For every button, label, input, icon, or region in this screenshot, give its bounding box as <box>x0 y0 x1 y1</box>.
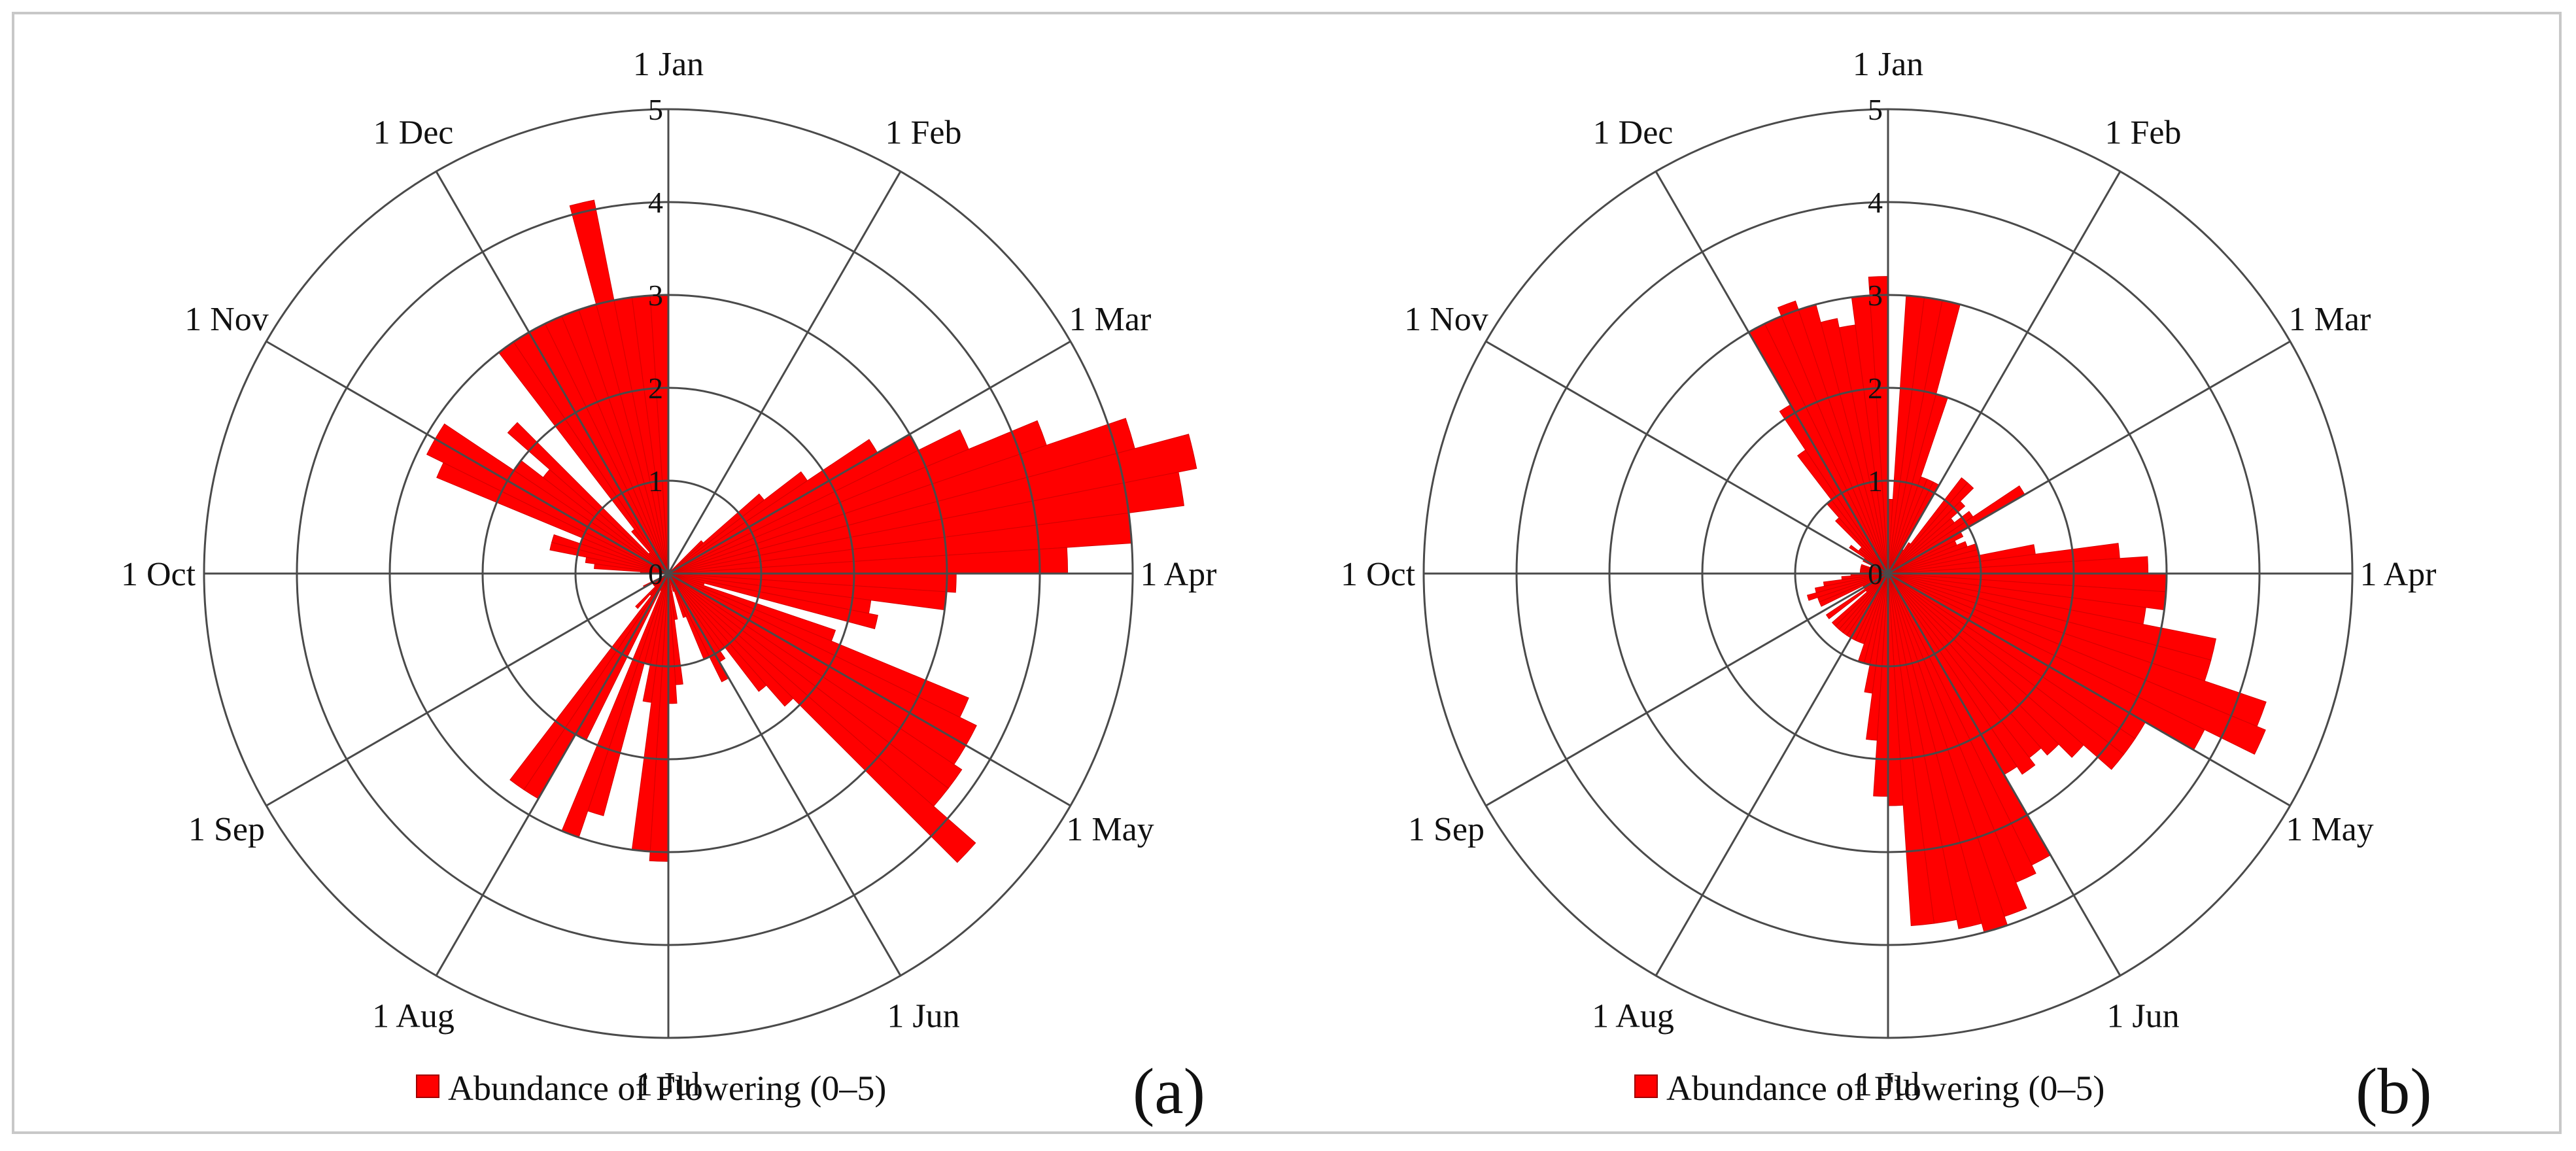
radial-tick-label: 3 <box>1868 279 1883 312</box>
month-label: 1 Nov <box>184 301 269 338</box>
legend-swatch <box>416 1074 439 1098</box>
bar-segment <box>668 573 767 692</box>
month-label: 1 Feb <box>885 114 962 152</box>
bar-segment <box>1823 573 1889 587</box>
month-spoke <box>1887 573 2121 976</box>
bar-segment <box>1820 318 1889 574</box>
legend-swatch <box>1634 1074 1658 1098</box>
bar-segment <box>668 573 976 863</box>
figure-frame: 1 Jan 1 Feb 1 Mar 1 Apr 1 May 1 Jun 1 Jul 1 Aug… <box>12 12 2562 1134</box>
month-label: 1 Mar <box>1069 301 1152 338</box>
bar-segment <box>1814 573 1889 594</box>
bar-segment <box>509 573 669 791</box>
month-label: 1 May <box>1066 811 1154 848</box>
month-label: 1 Jun <box>2106 997 2179 1035</box>
bar-segment <box>1841 573 1889 580</box>
month-label: 1 Aug <box>372 997 455 1035</box>
bar-segment <box>1887 573 2125 770</box>
month-label: 1 Dec <box>1593 114 1674 152</box>
month-spoke <box>668 572 1071 807</box>
month-spoke <box>1485 572 1889 807</box>
month-label: 1 Oct <box>121 556 196 593</box>
bars <box>1748 276 2267 933</box>
month-label: 1 Aug <box>1592 997 1674 1035</box>
radial-tick-label: 2 <box>1868 371 1883 405</box>
bars <box>426 199 1197 863</box>
bar-segment <box>1887 573 1982 929</box>
radial-tick-label: 3 <box>648 279 663 312</box>
bar-segment <box>1831 573 1889 627</box>
legend: Abundance of Flowering (0–5) <box>1634 1069 2104 1108</box>
month-label: 1 Jul <box>1855 1066 1921 1103</box>
month-spoke <box>1887 340 2291 575</box>
bar-segment <box>1887 573 2084 758</box>
bar-segment <box>1887 573 1934 926</box>
month-label: 1 Dec <box>373 114 454 152</box>
chart-panel-b: 1 Jan 1 Feb 1 Mar 1 Apr 1 May 1 Jun 1 Jul 1 Aug… <box>1341 46 2437 1127</box>
legend-label: Abundance of Flowering (0–5) <box>448 1069 886 1108</box>
bar-segment <box>1806 573 1889 601</box>
bar-segment <box>507 422 669 574</box>
legend-label: Abundance of Flowering (0–5) <box>1666 1069 2104 1108</box>
radial-tick-label: 1 <box>1868 464 1883 498</box>
month-spoke <box>266 572 669 807</box>
month-spoke <box>1887 171 2121 574</box>
radial-tick-label: 0 <box>1868 557 1883 591</box>
bar-segment <box>668 573 794 707</box>
month-spoke <box>435 573 670 976</box>
month-spoke <box>1655 573 1889 976</box>
legend: Abundance of Flowering (0–5) <box>416 1069 886 1108</box>
radial-tick-label: 0 <box>648 557 663 591</box>
figure-canvas: 1 Jan 1 Feb 1 Mar 1 Apr 1 May 1 Jun 1 Jul 1 Aug… <box>121 46 2437 1127</box>
radial-tick-label: 4 <box>648 186 663 219</box>
month-label: 1 Apr <box>1141 556 1217 593</box>
month-label: 1 Oct <box>1341 556 1416 593</box>
bar-segment <box>668 472 1184 574</box>
month-label: 1 Jun <box>887 997 959 1035</box>
month-spoke <box>667 573 902 976</box>
month-label: 1 May <box>2286 811 2373 848</box>
radial-tick-label: 2 <box>648 371 663 405</box>
month-spoke <box>668 340 1071 575</box>
month-spoke <box>1655 171 1889 574</box>
month-label: 1 Jan <box>633 46 704 83</box>
bar-segment <box>668 573 687 618</box>
bar-segment <box>569 199 669 574</box>
month-label: 1 Sep <box>1408 811 1485 848</box>
bar-segment <box>1887 573 2059 756</box>
panel-label: (b) <box>2356 1055 2432 1127</box>
month-label: 1 Jan <box>1853 46 1923 83</box>
month-label: 1 Feb <box>2105 114 2182 152</box>
panel-label: (a) <box>1133 1055 1205 1127</box>
radial-tick-label: 5 <box>648 93 663 126</box>
chart-panel-a: 1 Jan 1 Feb 1 Mar 1 Apr 1 May 1 Jun 1 Jul 1 Aug… <box>121 46 1217 1127</box>
month-spoke <box>1485 340 1889 575</box>
month-label: 1 Mar <box>2289 301 2371 338</box>
bar-segment <box>668 434 1197 574</box>
month-label: 1 Nov <box>1404 301 1488 338</box>
month-label: 1 Jul <box>636 1066 701 1103</box>
radial-tick-label: 1 <box>648 464 663 498</box>
radial-tick-label: 5 <box>1868 93 1883 126</box>
month-label: 1 Apr <box>2360 556 2437 593</box>
bar-segment <box>668 573 878 630</box>
bar-segment <box>1825 573 1889 619</box>
bar-segment <box>1887 573 2266 755</box>
bar-segment <box>1777 300 1889 574</box>
month-spoke <box>266 340 669 575</box>
month-spoke <box>1887 572 2291 807</box>
month-label: 1 Sep <box>188 811 265 848</box>
month-spoke <box>435 171 670 574</box>
month-spoke <box>667 171 902 574</box>
bar-segment <box>635 573 669 610</box>
radial-tick-label: 4 <box>1868 186 1883 219</box>
bar-segment <box>1887 500 1966 574</box>
